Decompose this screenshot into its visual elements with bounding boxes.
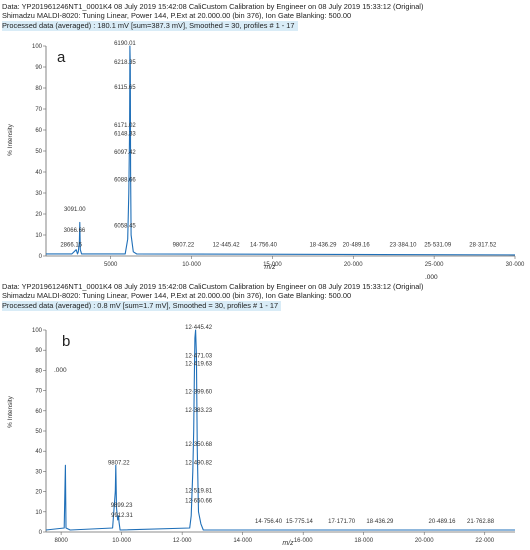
peak-label-b: 12·399.60	[185, 390, 213, 396]
peak-label-a: 25·531.09	[424, 243, 452, 249]
peak-label-a: 9807.22	[173, 243, 195, 249]
spectrum-trace-a	[46, 45, 516, 256]
y-tick-label-a: 90	[35, 65, 42, 71]
peak-label-b: 20·489.16	[429, 519, 457, 525]
peak-label-a: 28·317.52	[469, 243, 497, 249]
peak-label-a: 3066.66	[64, 228, 86, 234]
spectrum-chart-b: 0 10 20 30 40 50 60 70 80 90 100 8000 10·000 12·000 14…	[7, 325, 515, 547]
peak-label-b: 12·445.42	[185, 325, 213, 331]
y-tick-label-b: 70	[35, 389, 42, 395]
y-tick-label-a: 70	[35, 107, 42, 113]
y-tick-label-b: 60	[35, 409, 42, 415]
chart-b-stray-text: .000	[54, 367, 67, 374]
x-tick-label-b: 22·000	[475, 538, 494, 544]
y-tick-label-b: 30	[35, 469, 42, 475]
peak-label-a: 6097.42	[114, 150, 136, 156]
peak-label-b: 17·171.70	[328, 519, 356, 525]
peak-label-b: 12·383.23	[185, 408, 213, 414]
chart-a-header-data: Data: YP201961246NT1_0001K4 08 July 2019…	[2, 2, 424, 11]
chart-b-header-data: Data: YP201961246NT1_0001K4 08 July 2019…	[2, 282, 424, 291]
peak-label-a: 20·489.16	[343, 243, 371, 249]
y-tick-label-b: 0	[39, 530, 43, 536]
peak-label-b: 12·650.66	[185, 499, 213, 505]
x-tick-label-a: 5000	[104, 262, 118, 268]
chart-a-processed-info: Processed data (averaged) : 180.1 mV [su…	[2, 21, 298, 31]
panel-label-b: b	[62, 333, 70, 350]
x-axis-label-b: m/z	[282, 540, 294, 547]
y-tick-label-b: 40	[35, 449, 42, 455]
peak-label-b: 9807.22	[108, 460, 130, 466]
x-tick-label-a: 20·000	[344, 262, 363, 268]
peak-label-b: 15·775.14	[286, 519, 314, 525]
peak-label-b: 21·762.88	[467, 519, 495, 525]
x-axis-label-a: m/z	[264, 264, 276, 271]
y-tick-label-a: 0	[39, 254, 43, 260]
y-tick-label-b: 10	[35, 510, 42, 516]
y-tick-label-b: 20	[35, 490, 42, 496]
y-tick-label-a: 20	[35, 212, 42, 218]
chart-a-header-instrument: Shimadzu MALDI-8020: Tuning Linear, Powe…	[2, 11, 352, 20]
peak-label-a: 6058.45	[114, 224, 136, 230]
x-tick-label-a: 15·000	[263, 262, 282, 268]
x-tick-label-b: 14·000	[233, 538, 252, 544]
y-axis-label-a: % Intensity	[7, 123, 14, 156]
y-tick-label-a: 60	[35, 128, 42, 134]
x-tick-label-b: 16·000	[294, 538, 313, 544]
y-tick-label-a: 80	[35, 86, 42, 92]
y-tick-label-a: 100	[32, 44, 43, 50]
peak-label-b: 9912.31	[111, 513, 133, 519]
y-tick-label-b: 100	[32, 328, 43, 334]
peak-label-a: 14·756.40	[250, 243, 278, 249]
peak-label-a: 3091.00	[64, 207, 86, 213]
x-tick-label-b: 12·000	[173, 538, 192, 544]
chart-b-header-instrument: Shimadzu MALDI-8020: Tuning Linear, Powe…	[2, 291, 352, 300]
y-tick-label-b: 80	[35, 368, 42, 374]
y-tick-label-a: 40	[35, 170, 42, 176]
peak-label-a: 23·384.10	[389, 243, 417, 249]
peak-label-b: 12·490.82	[185, 460, 213, 466]
chart-a-stray-text: .000	[425, 274, 438, 281]
peak-label-b: 12·519.81	[185, 489, 213, 495]
peak-label-a: 6088.66	[114, 178, 136, 184]
peak-label-b: 12·419.63	[185, 361, 213, 367]
peak-label-a: 6148.33	[114, 131, 136, 137]
peak-label-b: 9899.23	[111, 503, 133, 509]
x-tick-label-a: 30·000	[506, 262, 525, 268]
y-tick-label-b: 50	[35, 429, 42, 435]
y-tick-label-a: 50	[35, 149, 42, 155]
y-tick-label-a: 10	[35, 233, 42, 239]
peak-label-a: 6171.02	[114, 123, 136, 129]
peak-label-a: 6115.65	[114, 85, 136, 91]
x-tick-label-b: 8000	[54, 538, 68, 544]
peak-label-a: 6218.35	[114, 60, 136, 66]
peak-label-b: 12·350.68	[185, 442, 213, 448]
peak-label-a: 2866.15	[60, 243, 82, 249]
y-tick-label-b: 90	[35, 348, 42, 354]
peak-label-b: 12·471.03	[185, 353, 213, 359]
y-tick-label-a: 30	[35, 191, 42, 197]
panel-label-a: a	[57, 49, 66, 66]
peak-label-a: 12·445.42	[213, 243, 241, 249]
chart-b-processed-info: Processed data (averaged) : 0.8 mV [sum=…	[2, 301, 282, 311]
x-tick-label-a: 25·000	[425, 262, 444, 268]
spectrum-chart-a: 0 10 20 30 40 50 60 70 80 90 100 5000 10·000 15·000 20…	[7, 41, 525, 271]
x-tick-label-b: 18·000	[354, 538, 373, 544]
peak-label-a: 18·436.29	[309, 243, 337, 249]
peak-label-a: 6190.01	[114, 41, 136, 47]
peak-label-b: 14·756.40	[255, 519, 283, 525]
x-tick-label-b: 10·000	[112, 538, 131, 544]
x-tick-label-a: 10·000	[182, 262, 201, 268]
spectrum-trace-b	[45, 329, 515, 531]
x-tick-label-b: 20·000	[415, 538, 434, 544]
y-axis-label-b: % Intensity	[7, 395, 14, 428]
peak-label-b: 18·436.29	[366, 519, 394, 525]
